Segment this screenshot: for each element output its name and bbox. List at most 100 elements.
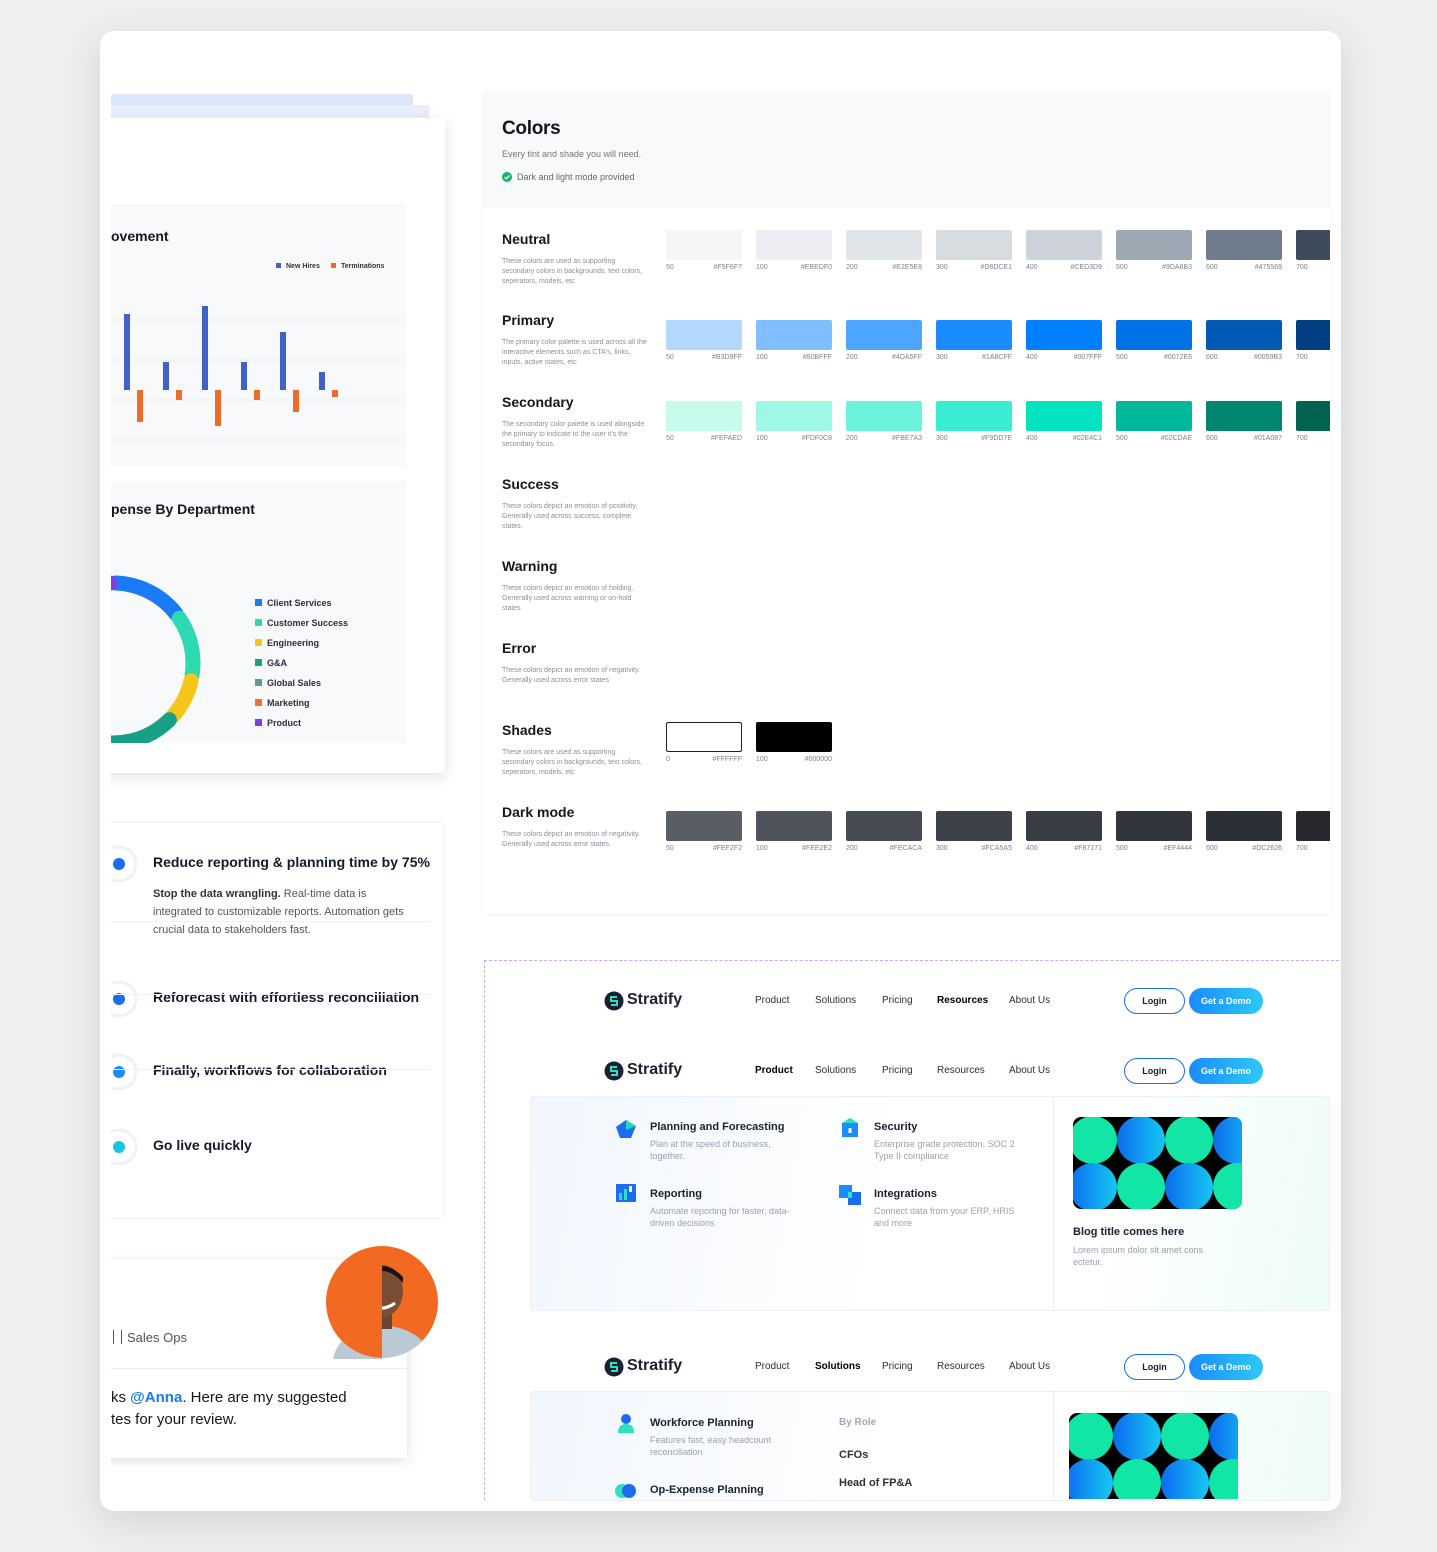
canvas: New HiresTerminationsrchAprilMayJuneJuly… xyxy=(100,31,1341,1511)
swatch-hex: #0059B3 xyxy=(1253,354,1282,361)
divider xyxy=(113,1330,114,1344)
swatch xyxy=(1296,401,1330,431)
menu-title[interactable]: Op-Expense Planning xyxy=(650,1484,764,1496)
swatch xyxy=(1026,811,1102,841)
swatch xyxy=(1116,230,1192,260)
nav-link[interactable]: Solutions xyxy=(815,1065,857,1076)
logo-mark xyxy=(610,1066,618,1076)
icon xyxy=(618,1414,634,1433)
legend-swatch xyxy=(255,719,262,726)
swatch-hex: #FEFAED xyxy=(710,435,742,442)
swatch-hex: #1A8CFF xyxy=(982,354,1012,361)
nav-link[interactable]: Resources xyxy=(937,995,989,1006)
swatch-hex: #F87171 xyxy=(1074,845,1102,852)
nav-link[interactable]: Solutions xyxy=(815,995,857,1006)
chart-panel xyxy=(111,204,406,467)
legend-label: New Hires xyxy=(286,263,320,270)
swatch-hex: #007FFF xyxy=(1073,354,1102,361)
menu-title[interactable]: Reporting xyxy=(650,1188,702,1200)
nav-link[interactable]: Pricing xyxy=(882,995,913,1006)
donut-segment xyxy=(171,610,201,683)
swatch-step: 100 xyxy=(756,435,768,442)
bar xyxy=(202,306,208,390)
legend-swatch xyxy=(331,263,336,268)
swatch-step: 200 xyxy=(846,845,858,852)
demo-button[interactable]: Get a Demo xyxy=(1189,988,1263,1014)
feature-body: Real-time data is integrated to customiz… xyxy=(153,888,404,936)
swatch-step: 100 xyxy=(756,264,768,271)
feature-icon xyxy=(111,845,138,883)
legend-label: Marketing xyxy=(267,698,310,708)
menu-title[interactable]: Integrations xyxy=(874,1188,937,1200)
menu-link[interactable]: CFOs xyxy=(839,1449,869,1461)
group-description: These colors are used as supporting seco… xyxy=(502,258,643,285)
bar xyxy=(332,390,338,397)
nav-link[interactable]: Solutions xyxy=(815,1361,861,1372)
demo-button[interactable]: Get a Demo xyxy=(1189,1058,1263,1084)
legend-swatch xyxy=(255,639,262,646)
nav-link[interactable]: Product xyxy=(755,1065,793,1076)
avatar xyxy=(326,1246,438,1359)
swatch-hex: #FECACA xyxy=(889,845,922,852)
feature-icon xyxy=(111,1053,138,1091)
group-description: These colors are used as supporting seco… xyxy=(502,749,643,776)
swatch xyxy=(756,230,832,260)
divider xyxy=(1053,1096,1054,1311)
message: tes for your review. xyxy=(111,1411,237,1428)
menu-text: Automate reporting for faster, data-driv… xyxy=(650,1206,790,1228)
nav-link[interactable]: Pricing xyxy=(882,1065,913,1076)
nav-link[interactable]: Resources xyxy=(937,1065,985,1076)
swatch xyxy=(1026,320,1102,350)
icon xyxy=(616,1184,636,1202)
legend-swatch xyxy=(255,619,262,626)
nav-link[interactable]: Pricing xyxy=(882,1361,913,1372)
demo-button[interactable]: Get a Demo xyxy=(1189,1354,1263,1380)
swatch-step: 700 xyxy=(1296,264,1308,271)
swatch-step: 200 xyxy=(846,435,858,442)
swatch xyxy=(666,811,742,841)
swatch-step: 300 xyxy=(936,435,948,442)
icon-dot xyxy=(113,1141,125,1153)
swatch-hex: #02CDAE xyxy=(1160,435,1192,442)
blog-title[interactable]: Blog title comes here xyxy=(1073,1226,1185,1238)
group-title: Neutral xyxy=(502,231,551,247)
logo-mark xyxy=(610,1362,618,1372)
legend-label: Terminations xyxy=(341,263,385,270)
feature-title: Finally, workflows for collaboration xyxy=(153,1062,387,1078)
swatch-step: 700 xyxy=(1296,845,1308,852)
swatch-step: 500 xyxy=(1116,845,1128,852)
nav-link[interactable]: About Us xyxy=(1009,995,1051,1006)
menu-title[interactable]: Workforce Planning xyxy=(650,1417,754,1429)
nav-link[interactable]: About Us xyxy=(1009,1065,1051,1076)
menu-title[interactable]: Security xyxy=(874,1121,918,1133)
swatch xyxy=(1296,320,1330,350)
logo-mark xyxy=(610,996,618,1006)
login-button[interactable]: Login xyxy=(1124,1354,1185,1380)
swatch-step: 400 xyxy=(1026,264,1038,271)
login-button[interactable]: Login xyxy=(1124,1058,1185,1084)
ribbon xyxy=(111,105,429,119)
menu-title[interactable]: Planning and Forecasting xyxy=(650,1121,785,1133)
nav-link[interactable]: Product xyxy=(755,995,790,1006)
login-button[interactable]: Login xyxy=(1124,988,1185,1014)
swatch-step: 100 xyxy=(756,354,768,361)
legend-swatch xyxy=(255,699,262,706)
legend-label: G&A xyxy=(267,658,288,668)
group-title: Secondary xyxy=(502,394,574,410)
nav-link[interactable]: Resources xyxy=(937,1361,985,1372)
feature-title: Go live quickly xyxy=(153,1137,252,1153)
blog-text: Lorem ipsum dolor sit amet cons ectetur. xyxy=(1073,1245,1204,1267)
swatch xyxy=(666,401,742,431)
colors-panel: Colors Every tint and shade you will nee… xyxy=(483,92,1330,914)
nav-link[interactable]: About Us xyxy=(1009,1361,1051,1372)
legend-label: Product xyxy=(267,718,301,728)
swatch xyxy=(846,320,922,350)
menu-link[interactable]: Head of FP&A xyxy=(839,1477,913,1489)
swatch-step: 300 xyxy=(936,264,948,271)
swatch-hex: #80BFFF xyxy=(802,354,832,361)
nav-link[interactable]: Product xyxy=(755,1361,790,1372)
group-description: These colors depict an emotion of negati… xyxy=(502,831,641,848)
chart-title: ovement xyxy=(111,228,169,244)
legend-label: Customer Success xyxy=(267,618,348,628)
swatch-hex: #B3D9FF xyxy=(712,354,742,361)
